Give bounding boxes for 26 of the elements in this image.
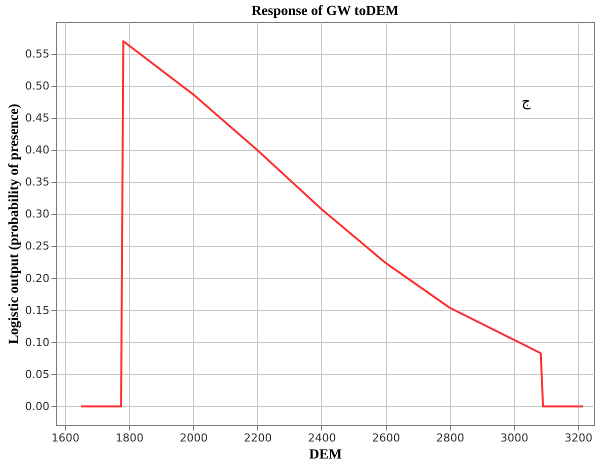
y-tick-label: 0.25 xyxy=(25,240,50,253)
x-tick-label: 2400 xyxy=(308,432,336,444)
y-tick-label: 0.50 xyxy=(25,80,50,93)
y-tick-label: 0.00 xyxy=(25,400,50,413)
y-tick-label: 0.35 xyxy=(25,176,50,189)
x-tick-label: 2600 xyxy=(372,432,400,444)
annotation: ج xyxy=(521,94,532,110)
x-tick-label: 2000 xyxy=(180,432,208,444)
y-tick-label: 0.30 xyxy=(25,208,50,221)
x-tick-label: 1800 xyxy=(116,432,144,444)
y-tick-label: 0.10 xyxy=(25,336,50,349)
y-tick-label: 0.15 xyxy=(25,304,50,317)
x-tick-label: 1600 xyxy=(51,432,80,444)
x-tick-label: 2800 xyxy=(436,432,464,444)
y-axis-title: Logistic output (probability of presence) xyxy=(7,103,22,344)
y-tick-label: 0.55 xyxy=(25,48,50,61)
y-tick-label: 0.45 xyxy=(25,112,50,125)
line-series xyxy=(80,40,584,408)
chart-title: Response of GW toDEM xyxy=(251,4,399,19)
x-axis-title: DEM xyxy=(309,448,342,462)
x-tick-label: 2200 xyxy=(244,432,272,444)
x-tick-label: 3000 xyxy=(500,432,528,444)
y-tick-label: 0.20 xyxy=(25,272,50,285)
x-tick-label: 3200 xyxy=(564,432,592,444)
y-tick-label: 0.40 xyxy=(25,144,50,157)
y-tick-label: 0.05 xyxy=(25,368,50,381)
